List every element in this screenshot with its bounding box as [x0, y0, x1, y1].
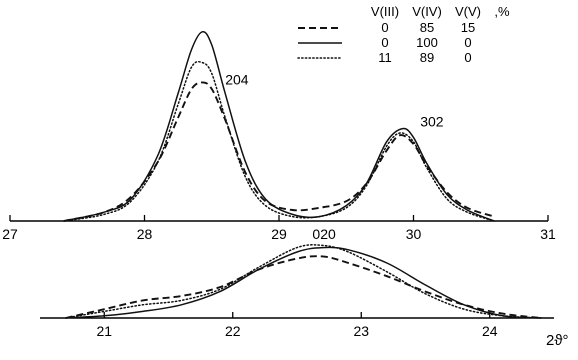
bottom-series-group — [64, 244, 542, 319]
top-x-tick-label-27: 27 — [2, 226, 18, 242]
legend-value-2-1: 89 — [420, 50, 434, 65]
legend-header-2: V(V) — [455, 4, 481, 19]
bottom-panel: 21 22 23 24 020 2ϑ° — [40, 226, 569, 349]
top-series-dotted-line — [63, 60, 495, 222]
top-x-tick-label-28: 28 — [137, 226, 153, 242]
top-x-ticks: 27 28 29 30 31 — [2, 215, 556, 242]
top-x-tick-label-30: 30 — [406, 226, 422, 242]
legend: V(III) V(IV) V(V) ,%0 85 150 100 011 89 0 — [297, 4, 510, 65]
legend-value-0-0: 0 — [381, 20, 388, 35]
bottom-x-tick-label-24: 24 — [482, 323, 498, 339]
bottom-x-ticks: 21 22 23 24 — [96, 312, 498, 339]
legend-value-0-2: 15 — [461, 20, 475, 35]
bottom-series-dashed-line — [65, 255, 542, 319]
bottom-x-tick-label-22: 22 — [225, 323, 241, 339]
legend-header-3: ,% — [494, 4, 510, 19]
legend-value-1-1: 100 — [416, 35, 438, 50]
legend-header-0: V(III) — [371, 4, 399, 19]
top-x-tick-label-31: 31 — [540, 226, 556, 242]
legend-value-2-2: 0 — [464, 50, 471, 65]
legend-value-1-2: 0 — [464, 35, 471, 50]
bottom-series-solid-line — [65, 246, 542, 319]
legend-value-2-0: 11 — [378, 50, 392, 65]
top-x-tick-label-29: 29 — [271, 226, 287, 242]
top-series-dashed-line — [63, 81, 495, 222]
bottom-series-dotted-line — [64, 244, 542, 319]
top-peak-labels: 204 302 — [225, 72, 444, 130]
bottom-x-tick-label-21: 21 — [96, 323, 112, 339]
top-peak-label-204: 204 — [225, 72, 249, 88]
bottom-x-tick-label-23: 23 — [353, 323, 369, 339]
top-series-group — [63, 30, 495, 222]
bottom-peak-labels: 020 — [312, 226, 336, 242]
top-series-solid-line — [63, 30, 495, 222]
top-peak-label-302: 302 — [420, 113, 444, 129]
legend-value-1-0: 0 — [381, 35, 388, 50]
bottom-x-axis-label: 2ϑ° — [546, 332, 569, 349]
bottom-peak-label-020: 020 — [312, 226, 336, 242]
legend-header-1: V(IV) — [412, 4, 442, 19]
legend-value-0-1: 85 — [420, 20, 434, 35]
top-panel: 27 28 29 30 31 204 302 — [2, 30, 556, 242]
